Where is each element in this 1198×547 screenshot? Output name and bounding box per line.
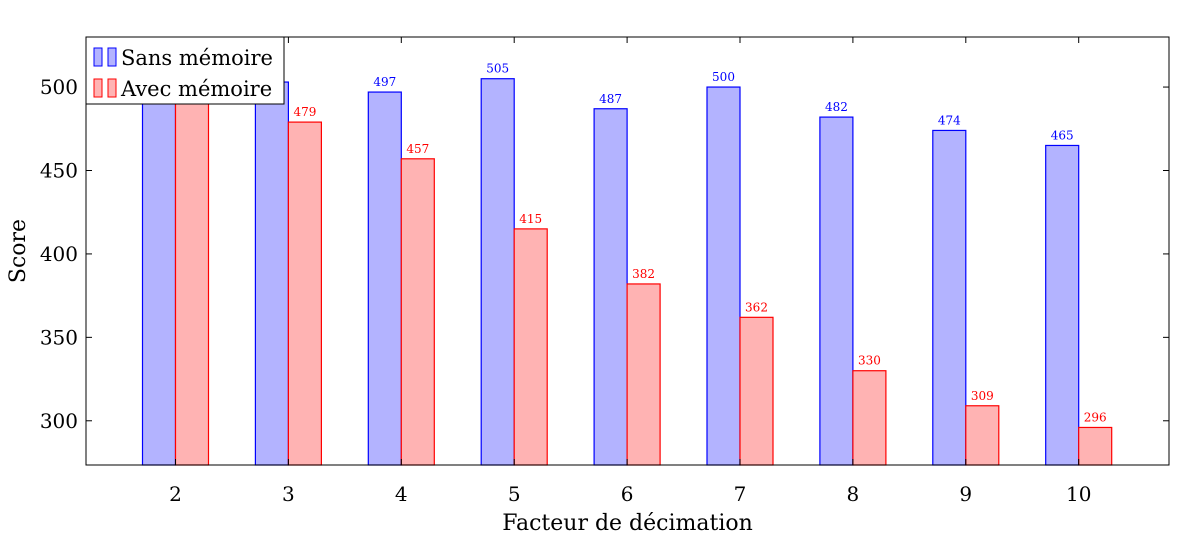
data-label: 465 (1051, 128, 1074, 142)
legend-box (85, 36, 285, 105)
bar-sans-memoire-9 (932, 129, 967, 466)
y-tick-label: 400 (40, 242, 78, 266)
legend-swatch (107, 47, 117, 67)
bar-sans-memoire-7 (706, 86, 741, 466)
x-tick-label: 4 (395, 482, 408, 506)
y-tick-label: 450 (40, 158, 78, 182)
x-tick-label: 8 (847, 482, 860, 506)
bar-avec-memoire-6 (626, 283, 661, 466)
data-label: 296 (1084, 410, 1107, 424)
data-label: 457 (406, 142, 429, 156)
data-label: 415 (519, 212, 542, 226)
data-label: 482 (825, 100, 848, 114)
bar-sans-memoire-5 (480, 78, 515, 466)
x-tick-label: 7 (734, 482, 747, 506)
data-label: 500 (712, 70, 735, 84)
bar-avec-memoire-7 (739, 316, 774, 466)
data-label: 382 (632, 267, 655, 281)
y-axis-title: Score (6, 219, 31, 283)
x-tick-label: 3 (282, 482, 295, 506)
legend-swatch (93, 78, 103, 98)
legend: Sans mémoire Avec mémoire (85, 36, 285, 105)
bar-avec-memoire-5 (513, 228, 548, 466)
data-label: 505 (486, 62, 509, 76)
data-label: 474 (938, 113, 961, 127)
data-labels-layer: 479 497 457 505 415 487 382 500 362 482 330 474 309 4… (293, 62, 1106, 425)
data-label: 362 (745, 300, 768, 314)
bars-layer (141, 78, 1113, 466)
y-tick-label: 300 (40, 409, 78, 433)
ticks-layer: 2 3 4 5 6 7 8 9 10 300 350 400 450 500 (40, 37, 1169, 506)
data-label: 487 (599, 92, 622, 106)
data-label: 309 (971, 389, 994, 403)
bar-avec-memoire-2 (174, 88, 210, 466)
data-label: 497 (373, 75, 396, 89)
legend-swatch (93, 47, 103, 67)
bar-avec-memoire-9 (965, 405, 1000, 466)
x-tick-label: 9 (959, 482, 972, 506)
x-axis-title: Facteur de décimation (502, 511, 753, 536)
x-tick-label: 10 (1066, 482, 1091, 506)
legend-label: Avec mémoire (120, 77, 272, 101)
bar-sans-memoire-3 (254, 81, 289, 466)
bar-avec-memoire-10 (1078, 426, 1113, 466)
x-tick-label: 5 (508, 482, 521, 506)
data-label: 479 (293, 105, 316, 119)
y-tick-label: 500 (40, 75, 78, 99)
bar-avec-memoire-3 (287, 121, 322, 466)
legend-entry-sans-memoire: Sans mémoire (93, 46, 273, 70)
x-tick-label: 2 (169, 482, 182, 506)
bar-sans-memoire-10 (1045, 144, 1080, 466)
data-label: 330 (858, 354, 881, 368)
bar-sans-memoire-6 (593, 108, 628, 466)
bar-sans-memoire-4 (367, 91, 402, 466)
bar-avec-memoire-8 (852, 370, 887, 466)
bar-avec-memoire-4 (400, 158, 435, 466)
x-tick-label: 6 (621, 482, 634, 506)
legend-swatch (107, 78, 117, 98)
bar-sans-memoire-2 (141, 86, 177, 466)
legend-entry-avec-memoire: Avec mémoire (93, 77, 272, 101)
bar-sans-memoire-8 (819, 116, 854, 466)
y-tick-label: 350 (40, 325, 78, 349)
legend-label: Sans mémoire (121, 46, 273, 70)
